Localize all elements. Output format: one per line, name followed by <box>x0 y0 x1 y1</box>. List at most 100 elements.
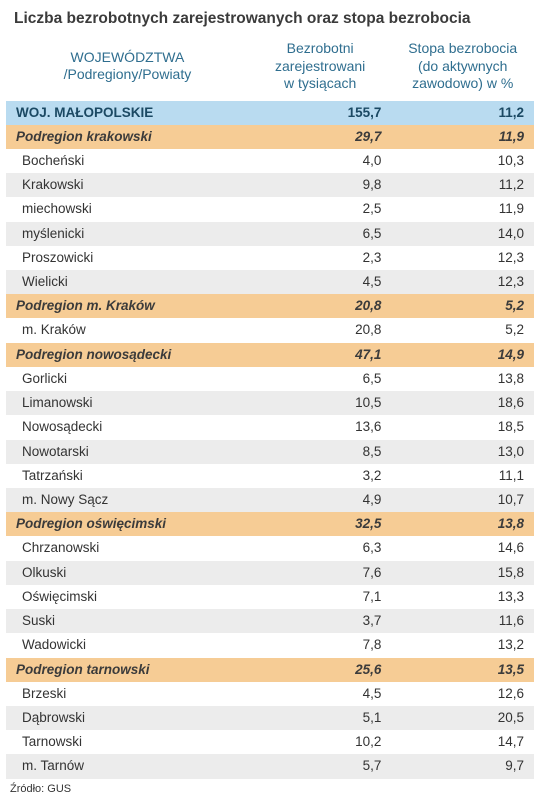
cell-region-name: Suski <box>6 609 249 633</box>
table-row: Gorlicki6,513,8 <box>6 367 534 391</box>
cell-region-name: Dąbrowski <box>6 706 249 730</box>
cell-unemployed: 4,0 <box>249 149 392 173</box>
cell-region-name: Limanowski <box>6 391 249 415</box>
cell-rate: 12,6 <box>391 682 534 706</box>
table-row: Tatrzański3,211,1 <box>6 464 534 488</box>
column-header-region: WOJEWÓDZTWA /Podregiony/Powiaty <box>6 34 249 101</box>
table-row: Brzeski4,512,6 <box>6 682 534 706</box>
table-row: Podregion m. Kraków20,85,2 <box>6 294 534 318</box>
cell-unemployed: 20,8 <box>249 294 392 318</box>
table-row: Podregion nowosądecki47,114,9 <box>6 343 534 367</box>
table-row: Tarnowski10,214,7 <box>6 730 534 754</box>
cell-unemployed: 7,6 <box>249 561 392 585</box>
cell-region-name: Nowotarski <box>6 440 249 464</box>
table-row: m. Kraków20,85,2 <box>6 318 534 342</box>
table-row: Bocheński4,010,3 <box>6 149 534 173</box>
table-row: Olkuski7,615,8 <box>6 561 534 585</box>
cell-rate: 13,8 <box>391 512 534 536</box>
cell-unemployed: 2,3 <box>249 246 392 270</box>
cell-unemployed: 4,9 <box>249 488 392 512</box>
cell-unemployed: 25,6 <box>249 658 392 682</box>
table-row: WOJ. MAŁOPOLSKIE155,711,2 <box>6 101 534 125</box>
cell-region-name: Bocheński <box>6 149 249 173</box>
unemployment-table: WOJEWÓDZTWA /Podregiony/Powiaty Bezrobot… <box>6 34 534 779</box>
cell-unemployed: 4,5 <box>249 682 392 706</box>
cell-region-name: WOJ. MAŁOPOLSKIE <box>6 101 249 125</box>
cell-rate: 12,3 <box>391 246 534 270</box>
cell-region-name: myślenicki <box>6 222 249 246</box>
cell-rate: 11,9 <box>391 125 534 149</box>
cell-region-name: Podregion nowosądecki <box>6 343 249 367</box>
cell-region-name: Brzeski <box>6 682 249 706</box>
cell-region-name: Podregion m. Kraków <box>6 294 249 318</box>
cell-region-name: Tarnowski <box>6 730 249 754</box>
table-row: Chrzanowski6,314,6 <box>6 536 534 560</box>
cell-rate: 18,5 <box>391 415 534 439</box>
cell-rate: 11,2 <box>391 101 534 125</box>
cell-rate: 15,8 <box>391 561 534 585</box>
cell-rate: 13,0 <box>391 440 534 464</box>
cell-region-name: Wadowicki <box>6 633 249 657</box>
cell-region-name: Oświęcimski <box>6 585 249 609</box>
table-row: Wielicki4,512,3 <box>6 270 534 294</box>
cell-rate: 13,8 <box>391 367 534 391</box>
cell-unemployed: 20,8 <box>249 318 392 342</box>
header-row: WOJEWÓDZTWA /Podregiony/Powiaty Bezrobot… <box>6 34 534 101</box>
cell-unemployed: 6,5 <box>249 367 392 391</box>
table-row: m. Tarnów5,79,7 <box>6 754 534 778</box>
cell-unemployed: 2,5 <box>249 197 392 221</box>
table-row: Oświęcimski7,113,3 <box>6 585 534 609</box>
cell-rate: 14,6 <box>391 536 534 560</box>
table-row: Wadowicki7,813,2 <box>6 633 534 657</box>
cell-rate: 14,9 <box>391 343 534 367</box>
table-row: m. Nowy Sącz4,910,7 <box>6 488 534 512</box>
cell-region-name: Nowosądecki <box>6 415 249 439</box>
cell-rate: 10,7 <box>391 488 534 512</box>
table-row: Proszowicki2,312,3 <box>6 246 534 270</box>
cell-unemployed: 4,5 <box>249 270 392 294</box>
cell-region-name: m. Nowy Sącz <box>6 488 249 512</box>
table-row: Podregion tarnowski25,613,5 <box>6 658 534 682</box>
table-row: Nowotarski8,513,0 <box>6 440 534 464</box>
cell-unemployed: 8,5 <box>249 440 392 464</box>
cell-region-name: miechowski <box>6 197 249 221</box>
table-row: Suski3,711,6 <box>6 609 534 633</box>
cell-rate: 12,3 <box>391 270 534 294</box>
cell-region-name: Tatrzański <box>6 464 249 488</box>
cell-rate: 9,7 <box>391 754 534 778</box>
cell-rate: 13,2 <box>391 633 534 657</box>
cell-region-name: Wielicki <box>6 270 249 294</box>
cell-rate: 18,6 <box>391 391 534 415</box>
cell-unemployed: 5,7 <box>249 754 392 778</box>
cell-unemployed: 29,7 <box>249 125 392 149</box>
cell-region-name: m. Tarnów <box>6 754 249 778</box>
cell-rate: 5,2 <box>391 318 534 342</box>
column-header-unemployed: Bezrobotni zarejestrowani w tysiącach <box>249 34 392 101</box>
cell-unemployed: 6,3 <box>249 536 392 560</box>
source-label: Źródło: GUS <box>6 779 534 795</box>
cell-unemployed: 7,1 <box>249 585 392 609</box>
table-row: Krakowski9,811,2 <box>6 173 534 197</box>
table-row: myślenicki6,514,0 <box>6 222 534 246</box>
cell-unemployed: 3,2 <box>249 464 392 488</box>
cell-rate: 5,2 <box>391 294 534 318</box>
table-row: miechowski2,511,9 <box>6 197 534 221</box>
cell-rate: 14,7 <box>391 730 534 754</box>
cell-region-name: Proszowicki <box>6 246 249 270</box>
cell-unemployed: 3,7 <box>249 609 392 633</box>
table-row: Dąbrowski5,120,5 <box>6 706 534 730</box>
cell-rate: 13,5 <box>391 658 534 682</box>
cell-region-name: Podregion tarnowski <box>6 658 249 682</box>
cell-rate: 10,3 <box>391 149 534 173</box>
cell-unemployed: 10,5 <box>249 391 392 415</box>
table-container: Liczba bezrobotnych zarejestrowanych ora… <box>0 0 544 803</box>
cell-region-name: m. Kraków <box>6 318 249 342</box>
table-row: Nowosądecki13,618,5 <box>6 415 534 439</box>
cell-unemployed: 155,7 <box>249 101 392 125</box>
page-title: Liczba bezrobotnych zarejestrowanych ora… <box>6 6 534 34</box>
column-header-rate: Stopa bezrobocia (do aktywnych zawodowo)… <box>391 34 534 101</box>
cell-region-name: Podregion oświęcimski <box>6 512 249 536</box>
cell-unemployed: 47,1 <box>249 343 392 367</box>
cell-rate: 11,6 <box>391 609 534 633</box>
cell-region-name: Gorlicki <box>6 367 249 391</box>
